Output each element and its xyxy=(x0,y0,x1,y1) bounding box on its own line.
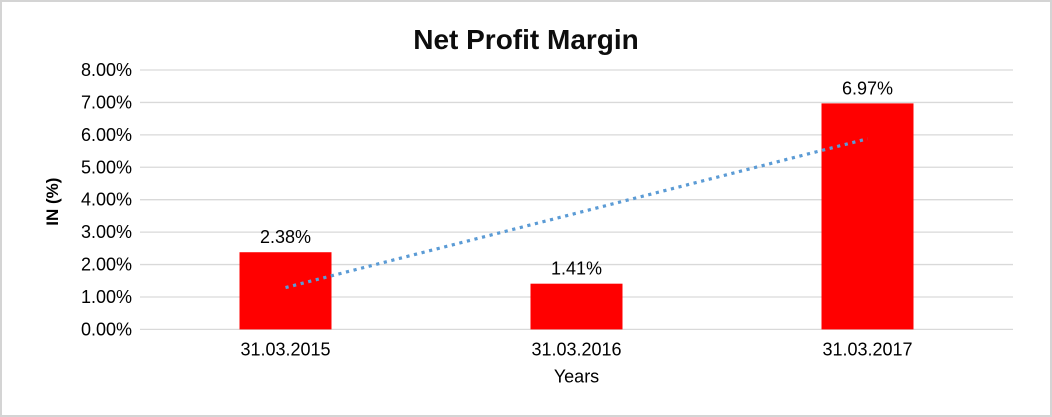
bar xyxy=(530,283,623,330)
y-tick-label: 6.00% xyxy=(81,125,132,145)
y-tick-label: 4.00% xyxy=(81,190,132,210)
y-tick-label: 0.00% xyxy=(81,319,132,339)
bar-value-label: 2.38% xyxy=(260,227,311,247)
x-category-label: 31.03.2017 xyxy=(822,339,912,359)
y-tick-label: 2.00% xyxy=(81,255,132,275)
y-axis-title: IN (%) xyxy=(43,178,62,226)
y-tick-label: 7.00% xyxy=(81,92,132,112)
bar xyxy=(821,103,914,330)
chart-title: Net Profit Margin xyxy=(413,24,639,55)
x-category-label: 31.03.2016 xyxy=(531,339,621,359)
bar-value-label: 1.41% xyxy=(551,259,602,279)
bar xyxy=(239,252,332,330)
x-axis-title: Years xyxy=(554,366,599,386)
y-tick-label: 8.00% xyxy=(81,60,132,80)
bar-value-label: 6.97% xyxy=(842,78,893,98)
y-tick-label: 1.00% xyxy=(81,287,132,307)
x-category-label: 31.03.2015 xyxy=(240,339,330,359)
trendline xyxy=(285,137,868,290)
y-tick-label: 5.00% xyxy=(81,157,132,177)
y-tick-label: 3.00% xyxy=(81,222,132,242)
